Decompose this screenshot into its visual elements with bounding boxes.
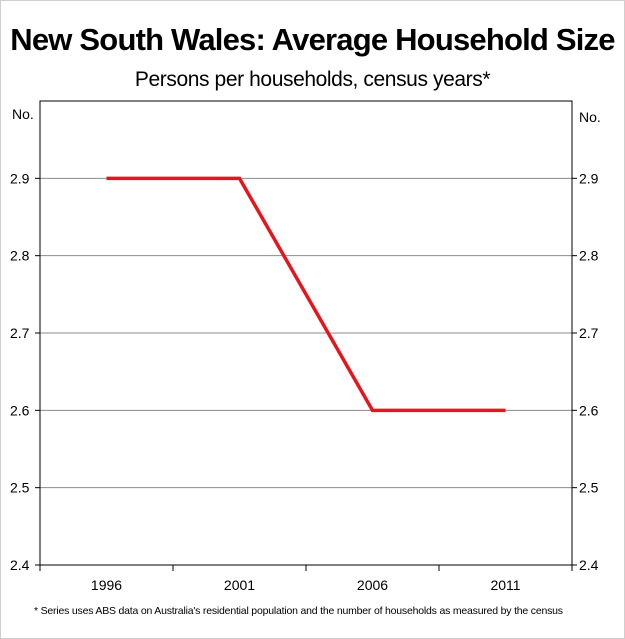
y-tick-label-right: 2.4 bbox=[579, 557, 599, 573]
y-tick-label-right: 2.6 bbox=[579, 402, 599, 418]
chart-footnote: * Series uses ABS data on Australia's re… bbox=[34, 605, 563, 617]
y-tick-label-right: 2.5 bbox=[579, 480, 599, 496]
x-tick-label: 2011 bbox=[490, 577, 520, 593]
x-tick-label: 2006 bbox=[357, 577, 388, 593]
series-line bbox=[106, 176, 506, 413]
y-tick-label-right: 2.9 bbox=[579, 170, 599, 186]
x-tick-label: 1996 bbox=[91, 577, 122, 593]
y-tick-label-right: 2.8 bbox=[579, 248, 599, 264]
y-tick-label-left: 2.5 bbox=[10, 480, 30, 496]
y-axis-label-left: No. bbox=[12, 106, 34, 122]
y-tick-label-left: 2.4 bbox=[10, 557, 30, 573]
y-tick-label-left: 2.6 bbox=[10, 402, 30, 418]
x-tick-label: 2001 bbox=[224, 577, 255, 593]
y-tick-label-right: 2.7 bbox=[579, 325, 599, 341]
y-tick-label-left: 2.9 bbox=[10, 170, 30, 186]
chart-title: New South Wales: Average Household Size bbox=[10, 22, 615, 57]
y-axis-label-right: No. bbox=[579, 109, 601, 125]
y-tick-label-left: 2.8 bbox=[10, 248, 30, 264]
chart-subtitle: Persons per households, census years* bbox=[134, 68, 491, 91]
y-tick-label-left: 2.7 bbox=[10, 325, 30, 341]
